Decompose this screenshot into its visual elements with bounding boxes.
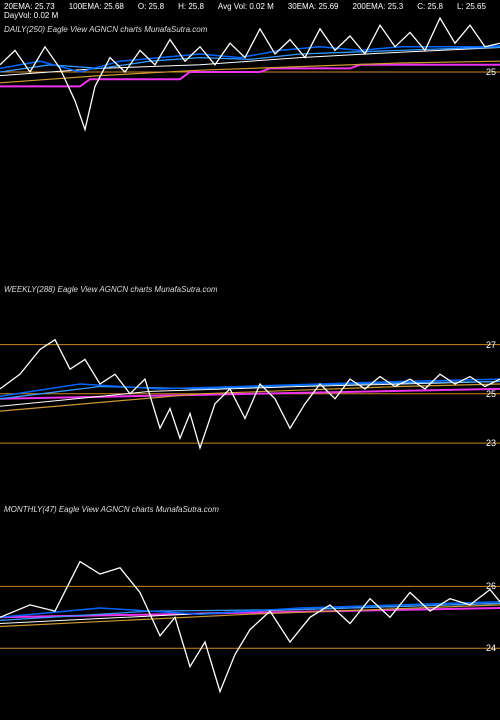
panel-label-monthly: MONTHLY(47) Eagle View AGNCN charts Muna… bbox=[4, 505, 219, 514]
stat-low: L: 25.65 bbox=[457, 2, 486, 11]
stat-20ema: 20EMA: 25.73 bbox=[4, 2, 55, 11]
axis-tick: 24 bbox=[486, 643, 496, 653]
axis-tick: 25 bbox=[486, 67, 496, 77]
stat-200ema: 200EMA: 25.3 bbox=[353, 2, 404, 11]
axis-tick: 25 bbox=[486, 389, 496, 399]
chart-weekly bbox=[0, 320, 500, 480]
stat-open: O: 25.8 bbox=[138, 2, 164, 11]
axis-tick: 27 bbox=[486, 340, 496, 350]
stat-avgvol: Avg Vol: 0.02 M bbox=[218, 2, 274, 11]
chart-monthly bbox=[0, 540, 500, 710]
stat-high: H: 25.8 bbox=[178, 2, 204, 11]
stat-100ema: 100EMA: 25.68 bbox=[69, 2, 124, 11]
stat-dayvol: DayVol: 0.02 M bbox=[4, 11, 58, 20]
stat-close: C: 25.8 bbox=[417, 2, 443, 11]
header-stats: 20EMA: 25.73 100EMA: 25.68 O: 25.8 H: 25… bbox=[4, 2, 496, 20]
panel-label-weekly: WEEKLY(288) Eagle View AGNCN charts Muna… bbox=[4, 285, 218, 294]
axis-tick: 26 bbox=[486, 581, 496, 591]
panel-label-daily: DAILY(250) Eagle View AGNCN charts Munaf… bbox=[4, 25, 207, 34]
axis-tick: 23 bbox=[486, 438, 496, 448]
stat-30ema: 30EMA: 25.69 bbox=[288, 2, 339, 11]
